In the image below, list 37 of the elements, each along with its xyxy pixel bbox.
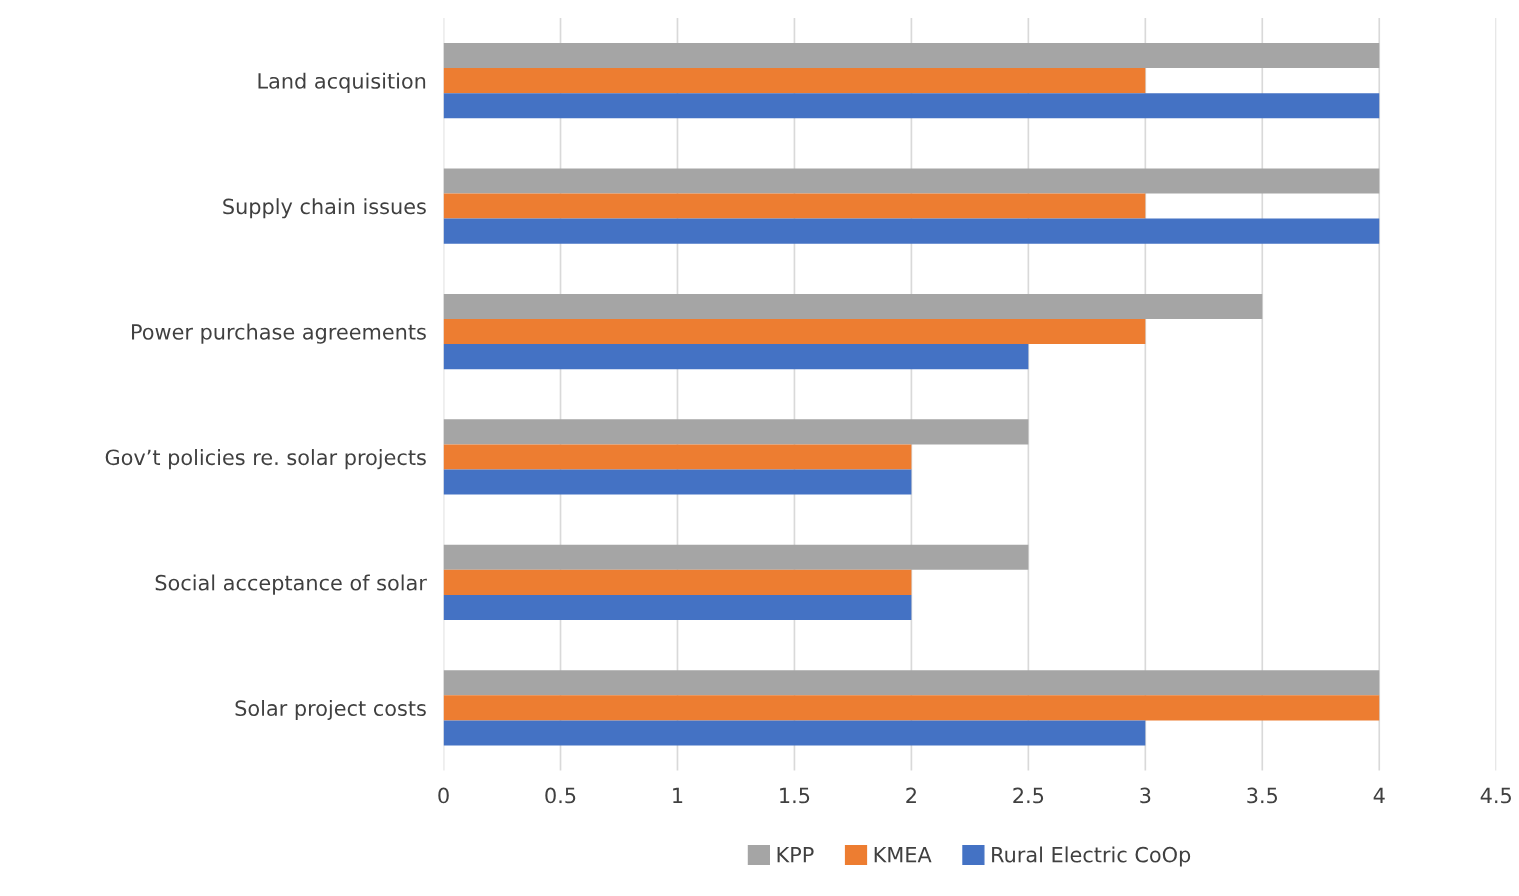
- x-tick-label: 1.5: [780, 787, 810, 804]
- bar: [443, 670, 1380, 696]
- legend-label: Rural Electric CoOp: [992, 846, 1191, 867]
- bar: [443, 720, 1146, 746]
- y-tick-label: Land acquisition: [258, 72, 426, 93]
- bar: [443, 444, 912, 470]
- x-tick-label: 1: [673, 787, 683, 804]
- bar: [443, 344, 1029, 370]
- x-tick-label: 4: [1373, 787, 1385, 804]
- y-tick-label: Solar project costs: [235, 699, 426, 721]
- bar: [443, 68, 1146, 94]
- x-tick-label: 3.5: [1247, 787, 1278, 804]
- bar: [443, 93, 1380, 119]
- bar: [443, 469, 912, 495]
- x-tick-label: 0.5: [545, 787, 576, 804]
- x-tick-label: 4.5: [1480, 787, 1511, 804]
- bar: [443, 544, 1029, 570]
- bar: [443, 43, 1380, 69]
- legend-label: KPP: [777, 847, 814, 863]
- bar: [443, 293, 1263, 319]
- bar: [443, 594, 912, 621]
- x-tick-label: 2.5: [1013, 787, 1044, 804]
- y-tick-label: Power purchase agreements: [132, 323, 426, 344]
- x-tick-label: 2: [906, 787, 916, 804]
- bar: [443, 419, 1029, 445]
- bar: [443, 168, 1380, 194]
- legend-label: KMEA: [874, 847, 932, 863]
- bar: [443, 695, 1380, 721]
- x-tick-label: 3: [1140, 787, 1151, 804]
- y-tick-label: Gov’t policies re. solar projects: [105, 449, 426, 470]
- bar: [443, 218, 1380, 244]
- bar: [443, 569, 912, 595]
- y-tick-label: Social acceptance of solar: [155, 574, 427, 595]
- bar: [443, 318, 1146, 345]
- bar: [443, 193, 1146, 219]
- y-tick-label: Supply chain issues: [223, 198, 426, 219]
- x-tick-label: 0: [438, 787, 449, 804]
